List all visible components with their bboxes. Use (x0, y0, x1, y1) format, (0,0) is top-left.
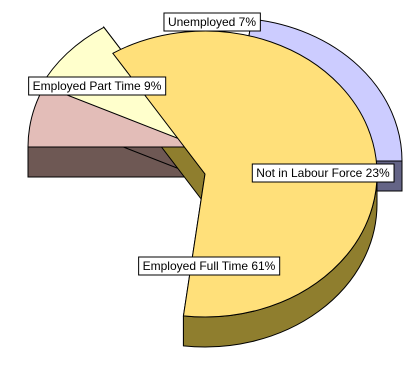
pie-label-layer: Employed Full Time 61% Employed Part Time… (28, 12, 395, 276)
pie-top-layer (27, 18, 403, 318)
slice-label-full-time: Employed Full Time 61% (138, 256, 281, 276)
slice-label-full-time-box (138, 256, 281, 276)
slice-label-not-in-labour-force-text: Not in Labour Force 23% (256, 166, 390, 180)
slice-label-part-time: Employed Part Time 9% (28, 76, 167, 96)
slice-label-not-in-labour-force-box (251, 163, 395, 183)
slice-label-full-time-text: Employed Full Time 61% (143, 259, 276, 273)
slice-label-unemployed-text: Unemployed 7% (168, 15, 256, 29)
slice-label-part-time-text: Employed Part Time 9% (33, 79, 162, 93)
slice-label-part-time-box (28, 76, 167, 96)
slice-label-unemployed: Unemployed 7% (163, 12, 261, 32)
slice-label-unemployed-box (163, 12, 261, 32)
slice-label-not-in-labour-force: Not in Labour Force 23% (251, 163, 395, 183)
